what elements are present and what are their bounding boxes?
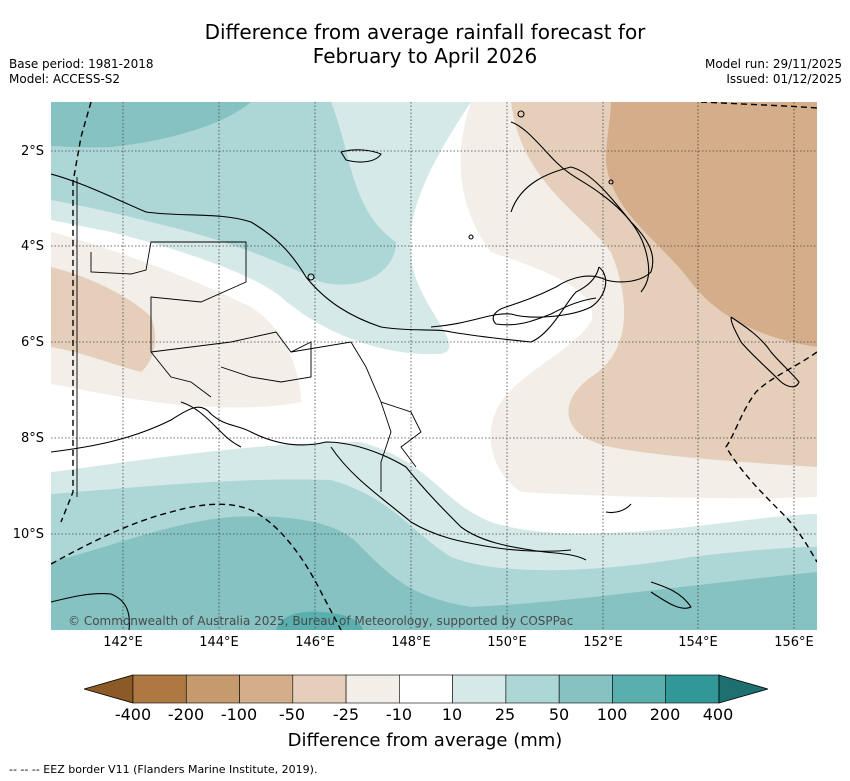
- island-4: [608, 179, 614, 185]
- lon-label-146e: 146°E: [295, 635, 335, 650]
- coastlines: [51, 110, 800, 630]
- legend-tick-4: -25: [332, 705, 360, 724]
- rainfall-map: [51, 102, 817, 630]
- legend-tick-9: 100: [596, 705, 628, 724]
- province-borders: [76, 177, 422, 497]
- colorbar: [84, 674, 768, 704]
- legend-tick-1: -200: [167, 705, 205, 724]
- meta-left: Base period: 1981-2018 Model: ACCESS-S2: [9, 57, 154, 87]
- bougainville: [730, 316, 800, 388]
- border-highlands: [150, 331, 312, 383]
- lat-label-4s: 4°S: [20, 239, 44, 254]
- title-line-1: Difference from average rainfall forecas…: [204, 20, 646, 44]
- eez-east: [725, 351, 817, 563]
- legend-tick-0: -400: [114, 705, 152, 724]
- legend-tick-10: 200: [649, 705, 681, 724]
- eez-southwest: [51, 503, 342, 630]
- colorbar-arrow-right: [718, 674, 768, 704]
- legend-tick-8: 50: [548, 705, 570, 724]
- fly-river-delta: [180, 401, 242, 448]
- legend-tick-5: -10: [385, 705, 413, 724]
- colorbar-swatch-4: [345, 674, 400, 704]
- colorbar-swatch-5: [399, 674, 453, 704]
- wet-band-north-25: [51, 102, 396, 285]
- lon-label-154e: 154°E: [678, 635, 718, 650]
- legend-tick-3: -50: [278, 705, 306, 724]
- border-central: [380, 401, 422, 468]
- lon-label-148e: 148°E: [391, 635, 431, 650]
- lat-label-6s: 6°S: [20, 335, 44, 350]
- york-peninsula-tip: [51, 593, 130, 630]
- model-run-text: Model run: 29/11/2025: [704, 57, 842, 71]
- admiralty-islands: [340, 149, 382, 163]
- legend-tick-7: 25: [494, 705, 516, 724]
- legend-tick-6: 10: [441, 705, 463, 724]
- wet-band-north-50: [51, 102, 251, 148]
- lon-label-150e: 150°E: [487, 635, 527, 650]
- colorbar-swatch-3: [292, 674, 347, 704]
- colorbar-swatch-0: [132, 674, 187, 704]
- colorbar-swatch-6: [452, 674, 507, 704]
- colorbar-arrow-left: [84, 674, 134, 704]
- colorbar-swatch-2: [239, 674, 294, 704]
- new-britain: [492, 166, 654, 326]
- new-guinea-coast-south: [51, 406, 587, 561]
- island-3: [517, 110, 525, 118]
- eez-northeast: [700, 102, 817, 109]
- legend-title: Difference from average (mm): [287, 730, 563, 751]
- border-western: [90, 241, 247, 398]
- louisiade-islands: [650, 581, 692, 609]
- colorbar-swatch-9: [612, 674, 666, 704]
- meta-right: Model run: 29/11/2025 Issued: 01/12/2025: [705, 57, 842, 87]
- eez-west: [60, 102, 92, 523]
- new-guinea-coast-north: [51, 173, 600, 343]
- eez-note: -- -- -- EEZ border V11 (Flanders Marine…: [9, 763, 318, 776]
- colorbar-swatch-8: [558, 674, 613, 704]
- lat-label-8s: 8°S: [20, 431, 44, 446]
- lon-label-152e: 152°E: [583, 635, 623, 650]
- wet-patch-south-100: [276, 611, 363, 630]
- wet-band-south-50: [51, 516, 817, 630]
- chart-title: Difference from average rainfall forecas…: [0, 20, 850, 68]
- colorbar-swatch-1: [185, 674, 240, 704]
- legend-tick-11: 400: [702, 705, 734, 724]
- model-text: Model: ACCESS-S2: [9, 72, 121, 86]
- island-1: [307, 273, 315, 281]
- dry-area-east-50: [606, 102, 817, 347]
- island-2: [468, 234, 474, 240]
- issued-text: Issued: 01/12/2025: [726, 72, 842, 86]
- colorbar-swatch-10: [665, 674, 720, 704]
- lon-label-144e: 144°E: [199, 635, 239, 650]
- trobriand-islands: [605, 503, 632, 514]
- lon-label-142e: 142°E: [103, 635, 143, 650]
- lat-label-2s: 2°S: [20, 144, 44, 159]
- lon-label-156e: 156°E: [774, 635, 814, 650]
- lat-label-10s: 10°S: [12, 527, 44, 542]
- papuan-peninsula: [330, 446, 572, 552]
- legend-tick-2: -100: [220, 705, 258, 724]
- colorbar-swatch-7: [505, 674, 560, 704]
- copyright-text: © Commonwealth of Australia 2025, Bureau…: [68, 614, 574, 628]
- title-line-2: February to April 2026: [312, 44, 538, 68]
- eez-border: [51, 102, 817, 630]
- base-period-text: Base period: 1981-2018: [9, 57, 154, 71]
- new-ireland: [510, 121, 650, 293]
- gridlines: [51, 102, 817, 630]
